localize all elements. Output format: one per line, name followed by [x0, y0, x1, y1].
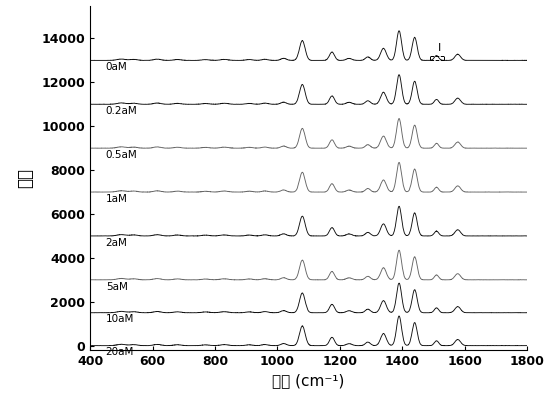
- X-axis label: 波数 (cm⁻¹): 波数 (cm⁻¹): [272, 374, 345, 388]
- Text: 10aM: 10aM: [106, 314, 134, 325]
- Text: 5aM: 5aM: [106, 282, 128, 292]
- Text: 0aM: 0aM: [106, 62, 128, 72]
- Text: 20aM: 20aM: [106, 348, 134, 357]
- Text: 0.5aM: 0.5aM: [106, 150, 138, 160]
- Y-axis label: 强度: 强度: [16, 168, 35, 188]
- Text: 0.2aM: 0.2aM: [106, 106, 138, 116]
- Text: 2aM: 2aM: [106, 238, 128, 248]
- Text: I: I: [438, 43, 441, 53]
- Text: 1aM: 1aM: [106, 194, 128, 204]
